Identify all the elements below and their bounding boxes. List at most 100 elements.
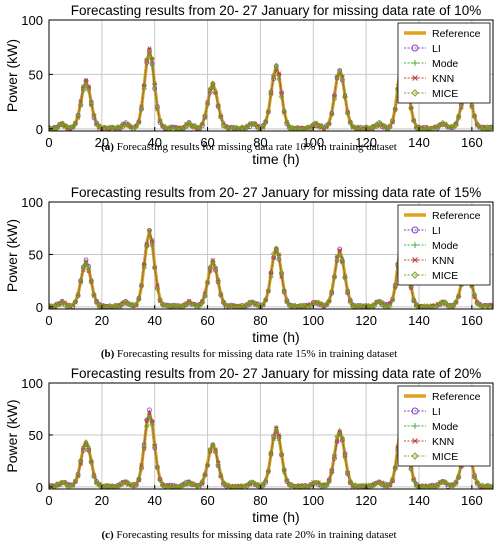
point-mice: [154, 286, 161, 292]
point-mice: [151, 264, 158, 270]
point-mice: [471, 291, 478, 298]
point-mice: [59, 120, 65, 127]
point-mice: [281, 109, 287, 115]
point-mice: [91, 292, 97, 298]
legend-label: LI: [432, 43, 441, 55]
point-mice: [56, 121, 63, 128]
point-mice: [220, 122, 227, 129]
point-mice: [149, 421, 155, 428]
point-mice: [199, 478, 206, 484]
point-mice: [260, 481, 266, 487]
point-mice: [347, 299, 354, 306]
point-mice: [165, 303, 171, 309]
point-mice: [342, 453, 348, 460]
panel-caption-label: (c): [101, 529, 116, 541]
x-tick-label: 60: [200, 493, 214, 508]
point-knn: [332, 454, 337, 459]
point-mice: [326, 297, 332, 304]
point-mice: [265, 288, 272, 294]
point-mice: [347, 478, 354, 485]
point-mice: [339, 435, 346, 441]
point-mice: [51, 302, 58, 309]
legend-label: MICE: [432, 451, 458, 463]
x-tick-label: 140: [408, 313, 430, 328]
point-mice: [455, 113, 462, 120]
x-tick-label: 20: [95, 493, 109, 508]
point-mice: [286, 125, 293, 131]
point-mice: [437, 479, 443, 486]
point-mice: [318, 301, 324, 307]
x-tick-label: 40: [147, 135, 161, 150]
x-tick-label: 100: [302, 313, 324, 328]
point-mice: [469, 283, 475, 290]
point-mice: [286, 482, 293, 489]
point-mice: [85, 445, 92, 452]
point-mice: [471, 114, 478, 120]
point-mice: [109, 124, 116, 131]
point-mice: [347, 118, 354, 125]
point-mice: [334, 74, 340, 80]
point-mice: [85, 87, 92, 93]
point-knn: [147, 410, 152, 415]
point-mice: [83, 81, 89, 87]
point-mice: [352, 482, 359, 488]
point-mice: [88, 101, 95, 108]
legend-label: MICE: [432, 270, 458, 282]
point-mice: [223, 481, 229, 488]
point-mice: [453, 122, 459, 129]
y-tick-label: 50: [29, 247, 43, 262]
point-mice: [141, 85, 147, 92]
point-mice: [281, 467, 287, 474]
point-mice: [207, 264, 213, 270]
point-mice: [186, 480, 192, 487]
point-mice: [218, 473, 224, 480]
point-mice: [83, 261, 89, 267]
point-mice: [381, 123, 388, 130]
point-mice: [199, 300, 206, 306]
legend-label: MICE: [432, 88, 458, 100]
point-mice: [445, 481, 451, 488]
chart-title: Forecasting results from 20- 27 January …: [71, 3, 481, 18]
point-mice: [273, 62, 280, 69]
point-mice: [299, 302, 306, 308]
point-mice: [67, 124, 73, 130]
point-mice: [133, 301, 139, 308]
x-tick-label: 0: [45, 313, 52, 328]
point-mice: [136, 119, 142, 126]
x-tick-label: 140: [408, 493, 430, 508]
point-mice: [210, 80, 216, 86]
point-mice: [315, 480, 322, 487]
point-mice: [231, 484, 237, 489]
legend-label: KNN: [432, 73, 454, 85]
point-mice: [262, 118, 269, 124]
point-mice: [173, 302, 179, 308]
point-mice: [273, 427, 280, 433]
point-mice: [233, 484, 240, 489]
point-mice: [455, 293, 462, 299]
panel-caption-label: (b): [101, 348, 117, 360]
point-mice: [273, 245, 280, 251]
point-mice: [170, 484, 176, 489]
point-mice: [62, 302, 68, 308]
point-mice: [490, 304, 493, 309]
point-mice: [453, 298, 459, 305]
legend-label: KNN: [432, 255, 454, 267]
point-mice: [96, 482, 102, 489]
point-mice: [77, 457, 84, 464]
point-knn: [141, 262, 147, 267]
point-mice: [392, 284, 398, 290]
point-mice: [64, 303, 71, 309]
point-mice: [284, 119, 290, 126]
y-axis-label: Power (kW): [4, 399, 20, 472]
chart-panel-c: 0 20 40 60 80 100 120 140 160 0 50 100 Forecasting r…: [4, 366, 494, 541]
point-mice: [281, 287, 287, 294]
point-knn: [78, 99, 83, 104]
point-mice: [136, 296, 142, 303]
point-mice: [458, 102, 465, 109]
legend-marker-knn: [412, 438, 418, 444]
x-tick-label: 60: [200, 313, 214, 328]
point-mice: [128, 123, 134, 130]
point-mice: [120, 480, 126, 487]
point-mice: [136, 475, 142, 482]
point-mice: [133, 123, 139, 130]
